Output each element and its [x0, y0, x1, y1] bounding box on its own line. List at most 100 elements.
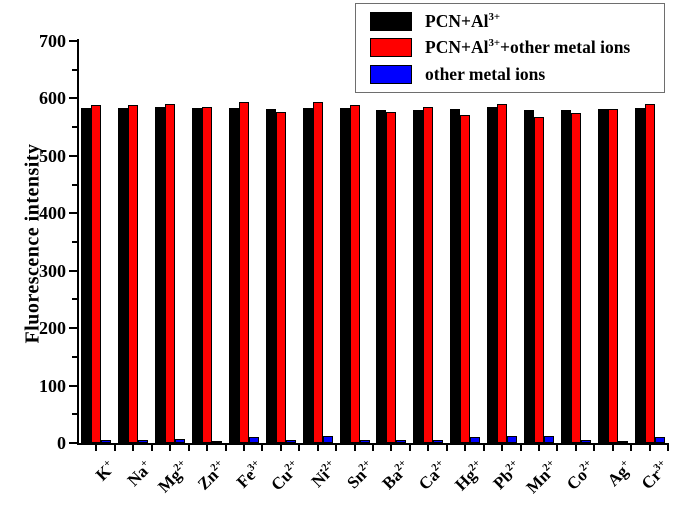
- x-tick: [95, 445, 98, 451]
- bar-mg2-s2: [175, 439, 186, 443]
- x-tick: [132, 445, 135, 451]
- y-tick-label: 200: [39, 318, 66, 339]
- bar-mg2-s0: [155, 107, 166, 443]
- bar-sn2-s1: [349, 105, 360, 443]
- x-tick: [113, 445, 116, 451]
- bar-ca2-s0: [413, 109, 424, 443]
- bar-co2-s1: [570, 112, 581, 443]
- bar-ni2-s1: [312, 101, 323, 443]
- y-minor-tick: [72, 298, 77, 301]
- y-tick-label: 700: [39, 31, 66, 51]
- bar-zn2-s2: [212, 441, 223, 443]
- bar-co2-s2: [580, 439, 591, 443]
- x-tick: [630, 445, 633, 451]
- bar-cu2-s2: [285, 440, 296, 443]
- red-swatch: [370, 38, 412, 58]
- bar-na-s1: [128, 104, 139, 443]
- blue-swatch: [370, 65, 412, 85]
- x-tick: [482, 445, 485, 451]
- x-tick: [556, 445, 559, 451]
- x-tick: [353, 445, 356, 451]
- bar-hg2-s2: [470, 436, 481, 443]
- bar-ca2-s1: [423, 106, 434, 443]
- x-tick: [648, 445, 651, 451]
- bar-zn2-s0: [192, 107, 203, 443]
- y-major-tick: [69, 384, 77, 387]
- y-minor-tick: [72, 413, 77, 416]
- bar-ag-s0: [597, 108, 608, 443]
- legend-item: PCN+Al3+: [356, 9, 664, 33]
- x-tick: [427, 445, 430, 451]
- x-tick: [593, 445, 596, 451]
- bar-k-s1: [91, 104, 102, 443]
- bar-pb2-s0: [487, 107, 498, 443]
- legend-box: PCN+Al3+ PCN+Al3++other metal ions other m…: [355, 3, 665, 93]
- bar-cr3-s0: [634, 108, 645, 443]
- bar-ca2-s2: [433, 440, 444, 443]
- bar-ag-s1: [607, 109, 618, 443]
- x-tick: [169, 445, 172, 451]
- legend-item: PCN+Al3++other metal ions: [356, 36, 664, 60]
- legend-label: PCN+Al3++other metal ions: [425, 37, 631, 58]
- bar-sn2-s0: [339, 107, 350, 443]
- y-axis-line: [77, 39, 79, 445]
- bar-hg2-s0: [450, 108, 461, 443]
- bar-mn2-s2: [543, 435, 554, 443]
- bar-k-s0: [81, 107, 92, 443]
- y-tick-label: 100: [39, 375, 66, 396]
- x-tick: [187, 445, 190, 451]
- y-minor-tick: [72, 68, 77, 71]
- legend-item: other metal ions: [356, 63, 664, 87]
- x-tick: [242, 445, 245, 451]
- y-minor-tick: [72, 183, 77, 186]
- bar-ag-s2: [617, 441, 628, 443]
- bar-k-s2: [101, 440, 112, 443]
- y-major-tick: [69, 97, 77, 100]
- y-minor-tick: [72, 355, 77, 358]
- y-tick-label: 600: [39, 88, 66, 109]
- y-major-tick: [69, 269, 77, 272]
- black-swatch: [370, 11, 412, 31]
- x-tick: [279, 445, 282, 451]
- legend-label: other metal ions: [425, 64, 546, 85]
- y-major-tick: [69, 327, 77, 330]
- x-tick: [150, 445, 153, 451]
- bar-ni2-s0: [302, 108, 313, 443]
- y-major-tick: [69, 442, 77, 444]
- bar-zn2-s1: [202, 106, 213, 443]
- bar-na-s0: [118, 107, 129, 443]
- x-tick: [298, 445, 301, 451]
- y-major-tick: [69, 212, 77, 215]
- bar-cu2-s1: [275, 111, 286, 443]
- bar-fe3-s2: [248, 437, 259, 443]
- x-tick: [206, 445, 209, 451]
- bar-ba2-s2: [396, 440, 407, 443]
- x-tick: [335, 445, 338, 451]
- x-tick: [224, 445, 227, 451]
- bar-co2-s0: [560, 109, 571, 443]
- x-tick: [390, 445, 393, 451]
- bar-cr3-s2: [654, 437, 665, 443]
- y-minor-tick: [72, 241, 77, 243]
- bar-pb2-s2: [507, 436, 518, 443]
- x-tick: [519, 445, 522, 451]
- x-tick: [667, 445, 669, 451]
- y-tick-label: 500: [39, 145, 66, 166]
- x-tick: [316, 445, 319, 451]
- y-tick-label: 0: [57, 433, 66, 453]
- x-tick: [445, 445, 448, 451]
- bar-cu2-s0: [265, 109, 276, 443]
- bar-na-s2: [138, 439, 149, 443]
- x-tick: [372, 445, 374, 451]
- bar-fe3-s1: [238, 101, 249, 443]
- bar-sn2-s2: [359, 439, 370, 443]
- y-minor-tick: [72, 126, 77, 129]
- bar-mn2-s1: [533, 116, 544, 443]
- x-tick: [501, 445, 504, 451]
- x-tick: [408, 445, 411, 451]
- bar-mn2-s0: [523, 109, 534, 443]
- legend-label: PCN+Al3+: [425, 10, 501, 31]
- bar-pb2-s1: [497, 103, 508, 443]
- bar-ni2-s2: [322, 436, 333, 443]
